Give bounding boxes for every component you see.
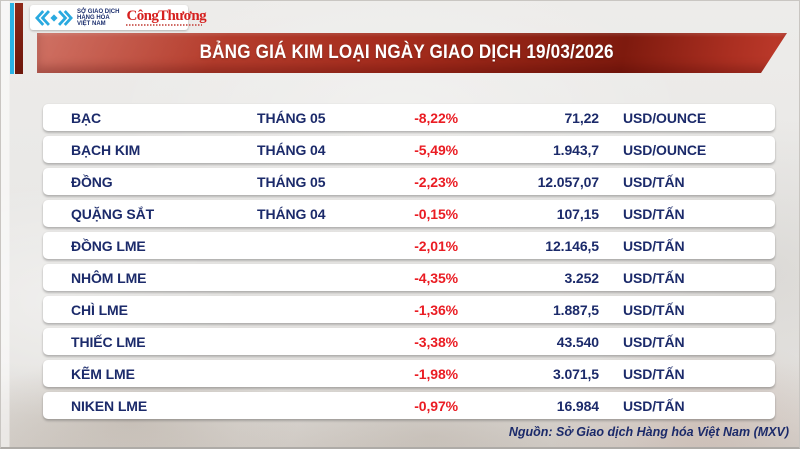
contract-month: THÁNG 05: [257, 109, 326, 126]
commodity-name: BẠC: [71, 109, 102, 126]
change-percent: -5,49%: [414, 141, 458, 158]
contract-month: THÁNG 04: [257, 141, 326, 158]
price-value: 107,15: [556, 205, 599, 222]
price-unit: USD/TẤN: [623, 173, 685, 190]
price-unit: USD/TẤN: [623, 333, 685, 350]
price-value: 71,22: [564, 109, 599, 126]
price-value: 12.057,07: [537, 173, 599, 190]
accent-stripe-cyan: [10, 3, 14, 74]
change-percent: -2,01%: [414, 237, 458, 254]
accent-stripe-maroon: [15, 3, 23, 74]
table-row: NHÔM LME -4,35% 3.252 USD/TẤN: [43, 264, 775, 291]
price-value: 16.984: [556, 397, 599, 414]
change-percent: -4,35%: [414, 269, 458, 286]
commodity-name: NIKEN LME: [71, 397, 148, 414]
price-value: 12.146,5: [545, 237, 599, 254]
table-row: ĐỒNG THÁNG 05 -2,23% 12.057,07 USD/TẤN: [43, 168, 775, 195]
contract-month: THÁNG 04: [257, 205, 326, 222]
price-unit: USD/TẤN: [623, 237, 685, 254]
mxv-chevrons-icon: [35, 9, 73, 26]
congthuong-wordmark: Công Thương: [126, 7, 207, 24]
price-unit: USD/TẤN: [623, 205, 685, 222]
price-value: 43.540: [556, 333, 599, 350]
page-title: BẢNG GIÁ KIM LOẠI NGÀY GIAO DỊCH 19/03/2…: [199, 42, 614, 63]
table-row: CHÌ LME -1,36% 1.887,5 USD/TẤN: [43, 296, 775, 323]
change-percent: -0,15%: [414, 205, 458, 222]
price-value: 1.887,5: [552, 301, 599, 318]
price-unit: USD/TẤN: [623, 365, 685, 382]
exchange-name: SỞ GIAO DỊCH HÀNG HÓA VIỆT NAM: [77, 9, 119, 27]
congthuong-logo: Công Thương: [126, 7, 207, 27]
table-row: KẼM LME -1,98% 3.071,5 USD/TẤN: [43, 360, 775, 387]
commodity-name: THIẾC LME: [71, 333, 146, 350]
price-unit: USD/TẤN: [623, 269, 685, 286]
price-value: 3.071,5: [552, 365, 599, 382]
commodity-name: ĐỒNG LME: [71, 237, 146, 254]
title-banner: BẢNG GIÁ KIM LOẠI NGÀY GIAO DỊCH 19/03/2…: [37, 33, 787, 73]
commodity-name: BẠCH KIM: [71, 141, 141, 158]
price-value: 1.943,7: [552, 141, 599, 158]
change-percent: -2,23%: [414, 173, 458, 190]
exchange-name-line: SỞ GIAO DỊCH: [77, 8, 120, 15]
table-row: ĐỒNG LME -2,01% 12.146,5 USD/TẤN: [43, 232, 775, 259]
change-percent: -1,98%: [414, 365, 458, 382]
commodity-name: NHÔM LME: [71, 269, 147, 286]
price-unit: USD/TẤN: [623, 397, 685, 414]
commodity-name: QUẶNG SẮT: [71, 205, 155, 222]
commodity-name: CHÌ LME: [71, 301, 128, 318]
change-percent: -8,22%: [414, 109, 458, 126]
header-logo-box: SỞ GIAO DỊCH HÀNG HÓA VIỆT NAM Công Thươ…: [30, 5, 207, 30]
contract-month: THÁNG 05: [257, 173, 326, 190]
source-attribution: Nguồn: Sở Giao dịch Hàng hóa Việt Nam (M…: [508, 425, 789, 439]
price-unit: USD/OUNCE: [623, 141, 707, 158]
commodity-name: ĐỒNG: [71, 173, 113, 190]
change-percent: -1,36%: [414, 301, 458, 318]
commodity-name: KẼM LME: [71, 365, 135, 382]
table-row: QUẶNG SẮT THÁNG 04 -0,15% 107,15 USD/TẤN: [43, 200, 775, 227]
price-table: BẠC THÁNG 05 -8,22% 71,22 USD/OUNCE BẠCH…: [43, 104, 775, 419]
change-percent: -3,38%: [414, 333, 458, 350]
change-percent: -0,97%: [414, 397, 458, 414]
congthuong-tagline-rule: [126, 23, 203, 27]
table-row: BẠC THÁNG 05 -8,22% 71,22 USD/OUNCE: [43, 104, 775, 131]
price-value: 3.252: [564, 269, 599, 286]
table-row: NIKEN LME -0,97% 16.984 USD/TẤN: [43, 392, 775, 419]
price-unit: USD/TẤN: [623, 301, 685, 318]
exchange-name-line: VIỆT NAM: [77, 20, 106, 27]
price-unit: USD/OUNCE: [623, 109, 707, 126]
table-row: BẠCH KIM THÁNG 04 -5,49% 1.943,7 USD/OUN…: [43, 136, 775, 163]
table-row: THIẾC LME -3,38% 43.540 USD/TẤN: [43, 328, 775, 355]
